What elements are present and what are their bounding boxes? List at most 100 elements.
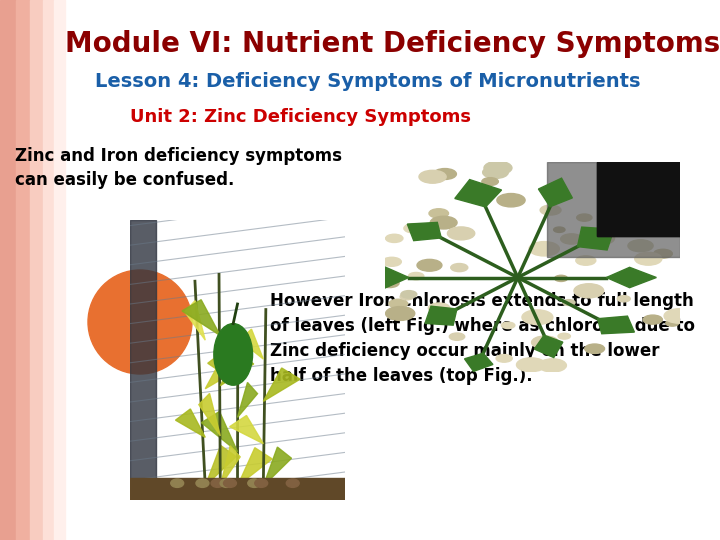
Polygon shape [199,394,220,436]
Ellipse shape [451,264,468,272]
Ellipse shape [211,479,224,488]
Ellipse shape [643,315,662,324]
Polygon shape [425,306,457,325]
Bar [598,162,680,235]
Ellipse shape [501,322,515,328]
Text: Lesson 4: Deficiency Symptoms of Micronutrients: Lesson 4: Deficiency Symptoms of Micronu… [95,72,641,91]
Bar [54,0,65,540]
Ellipse shape [516,358,546,372]
Ellipse shape [654,249,672,258]
Polygon shape [408,222,441,241]
Polygon shape [577,227,614,250]
Ellipse shape [529,241,559,256]
Text: Module VI: Nutrient Deficiency Symptoms: Module VI: Nutrient Deficiency Symptoms [65,30,720,58]
Ellipse shape [401,291,417,298]
Ellipse shape [487,161,508,170]
Ellipse shape [214,323,253,385]
Ellipse shape [417,259,442,271]
Ellipse shape [628,240,653,252]
Ellipse shape [382,257,401,266]
Polygon shape [185,301,205,340]
Ellipse shape [431,216,457,229]
Ellipse shape [447,227,474,240]
Ellipse shape [223,479,236,488]
Polygon shape [264,447,292,486]
Text: Zinc and Iron deficiency symptoms
can easily be confused.: Zinc and Iron deficiency symptoms can ea… [15,147,342,188]
Ellipse shape [585,344,605,353]
Ellipse shape [664,309,695,323]
Polygon shape [598,316,634,334]
Bar [547,162,680,256]
Bar [43,0,54,540]
Ellipse shape [561,234,582,244]
Ellipse shape [666,320,679,326]
Ellipse shape [484,161,512,174]
Ellipse shape [248,479,261,488]
Ellipse shape [171,479,184,488]
Polygon shape [264,368,300,401]
Ellipse shape [429,209,449,218]
Bar [0,0,16,540]
Polygon shape [220,446,240,486]
Ellipse shape [497,193,525,207]
Polygon shape [455,180,502,207]
Ellipse shape [482,178,498,185]
Ellipse shape [389,299,408,308]
Circle shape [88,270,192,374]
Polygon shape [356,267,409,288]
Ellipse shape [651,179,674,190]
Ellipse shape [577,214,592,221]
Polygon shape [240,329,264,359]
Bar [30,0,43,540]
Polygon shape [202,411,238,451]
Ellipse shape [531,336,559,349]
Polygon shape [208,352,238,383]
Bar [130,220,156,500]
Ellipse shape [522,310,553,325]
Ellipse shape [554,227,565,232]
Ellipse shape [539,359,567,372]
Ellipse shape [287,479,300,488]
Ellipse shape [496,355,512,362]
Ellipse shape [482,166,508,178]
Polygon shape [539,178,572,207]
Ellipse shape [574,284,603,298]
Polygon shape [182,300,220,335]
Ellipse shape [563,300,575,306]
Ellipse shape [433,168,456,179]
Ellipse shape [663,193,679,201]
Ellipse shape [386,234,403,242]
Ellipse shape [540,205,561,215]
Text: Unit 2: Zinc Deficiency Symptoms: Unit 2: Zinc Deficiency Symptoms [130,108,471,126]
Ellipse shape [419,170,446,183]
Ellipse shape [449,333,464,340]
Polygon shape [176,409,205,437]
Ellipse shape [428,303,450,313]
Polygon shape [220,353,253,386]
Polygon shape [464,353,493,372]
Polygon shape [205,358,239,389]
Polygon shape [230,415,264,444]
Ellipse shape [196,479,209,488]
Polygon shape [238,448,272,486]
Ellipse shape [558,333,570,339]
Polygon shape [238,382,258,417]
Ellipse shape [380,279,399,288]
Polygon shape [606,267,657,288]
Ellipse shape [635,252,662,265]
Ellipse shape [408,273,424,280]
Bar [16,0,30,540]
Ellipse shape [617,296,630,302]
Ellipse shape [400,294,413,300]
Ellipse shape [220,479,233,488]
Ellipse shape [404,224,424,233]
Polygon shape [534,335,563,357]
Ellipse shape [586,231,615,245]
Polygon shape [205,446,236,486]
Bar [598,162,680,235]
Text: However Iron chlorosis extends to full length
of leaves (left Fig.) where as chl: However Iron chlorosis extends to full l… [270,292,695,385]
Ellipse shape [255,479,268,488]
Bar [130,477,345,500]
Ellipse shape [386,307,415,320]
Ellipse shape [554,275,567,281]
